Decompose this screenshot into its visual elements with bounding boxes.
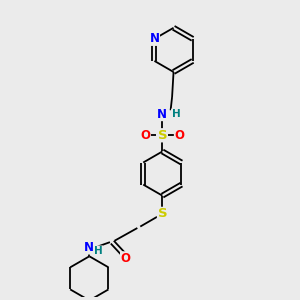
Text: O: O xyxy=(121,252,130,265)
Text: S: S xyxy=(158,129,167,142)
Text: N: N xyxy=(84,241,94,254)
Text: N: N xyxy=(149,32,159,45)
Text: H: H xyxy=(94,246,103,256)
Text: H: H xyxy=(172,109,180,119)
Text: S: S xyxy=(158,207,167,220)
Text: O: O xyxy=(140,129,150,142)
Text: N: N xyxy=(158,108,167,121)
Text: O: O xyxy=(174,129,184,142)
